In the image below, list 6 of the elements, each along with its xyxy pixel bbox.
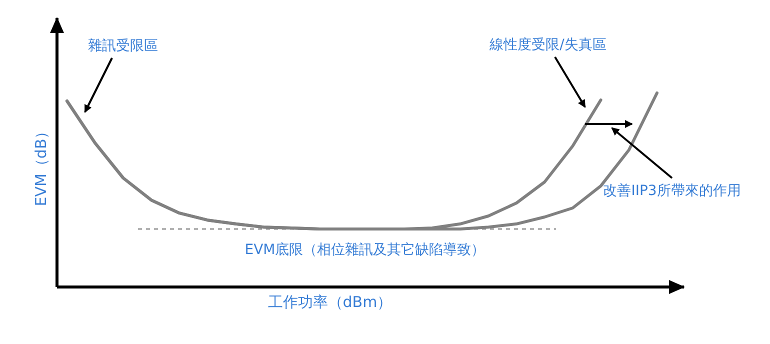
text: 雜訊受限區 <box>88 38 158 54</box>
text: 線性度受限/失真區 <box>488 37 606 53</box>
x-axis-title: 工作功率（dBm） <box>268 293 392 311</box>
ref-line-label: EVM底限（相位雜訊及其它缺陷導致） <box>244 242 486 258</box>
annotation: 改善IIP3所帶來的作用 <box>603 182 741 199</box>
y-axis-title: EVM（dB） <box>32 124 50 206</box>
